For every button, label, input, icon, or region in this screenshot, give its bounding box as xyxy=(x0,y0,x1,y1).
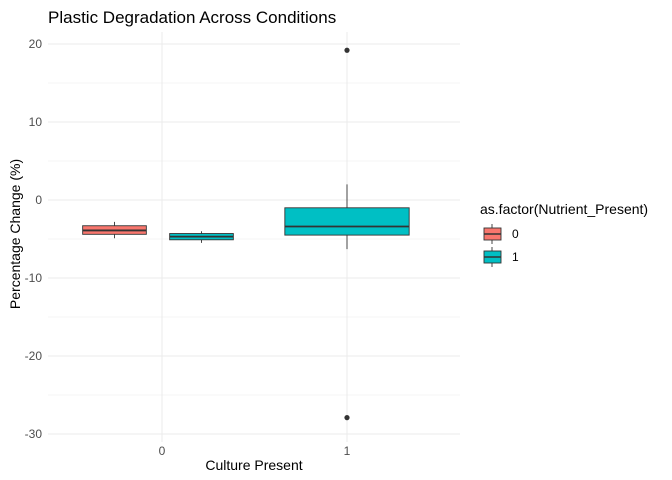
chart-title: Plastic Degradation Across Conditions xyxy=(48,8,336,27)
y-tick-label: 10 xyxy=(29,115,43,129)
y-axis-title: Percentage Change (%) xyxy=(7,159,23,309)
y-tick-label: -20 xyxy=(25,349,43,363)
legend-label: 1 xyxy=(512,250,519,264)
outlier-point xyxy=(344,47,350,53)
y-tick-label: 20 xyxy=(29,37,43,51)
y-axis-ticks: -30 -20 -10 0 10 20 xyxy=(25,37,43,441)
x-tick-label: 1 xyxy=(344,444,351,458)
x-axis-title: Culture Present xyxy=(205,457,302,473)
grid-lines xyxy=(48,32,460,442)
y-tick-label: 0 xyxy=(35,193,42,207)
legend-item-0: 0 xyxy=(483,224,519,244)
box-0-0 xyxy=(82,221,147,239)
legend-title: as.factor(Nutrient_Present) xyxy=(480,201,648,217)
legend: as.factor(Nutrient_Present) 0 1 xyxy=(480,201,648,267)
x-tick-label: 0 xyxy=(159,444,166,458)
box-0-1 xyxy=(169,231,234,243)
boxes-layer xyxy=(82,47,410,421)
legend-label: 0 xyxy=(512,227,519,241)
outlier-point xyxy=(344,415,350,421)
box-1-1 xyxy=(284,47,410,421)
box-iqr xyxy=(284,207,410,236)
y-tick-label: -30 xyxy=(25,427,43,441)
legend-item-1: 1 xyxy=(483,247,519,267)
y-tick-label: -10 xyxy=(25,271,43,285)
